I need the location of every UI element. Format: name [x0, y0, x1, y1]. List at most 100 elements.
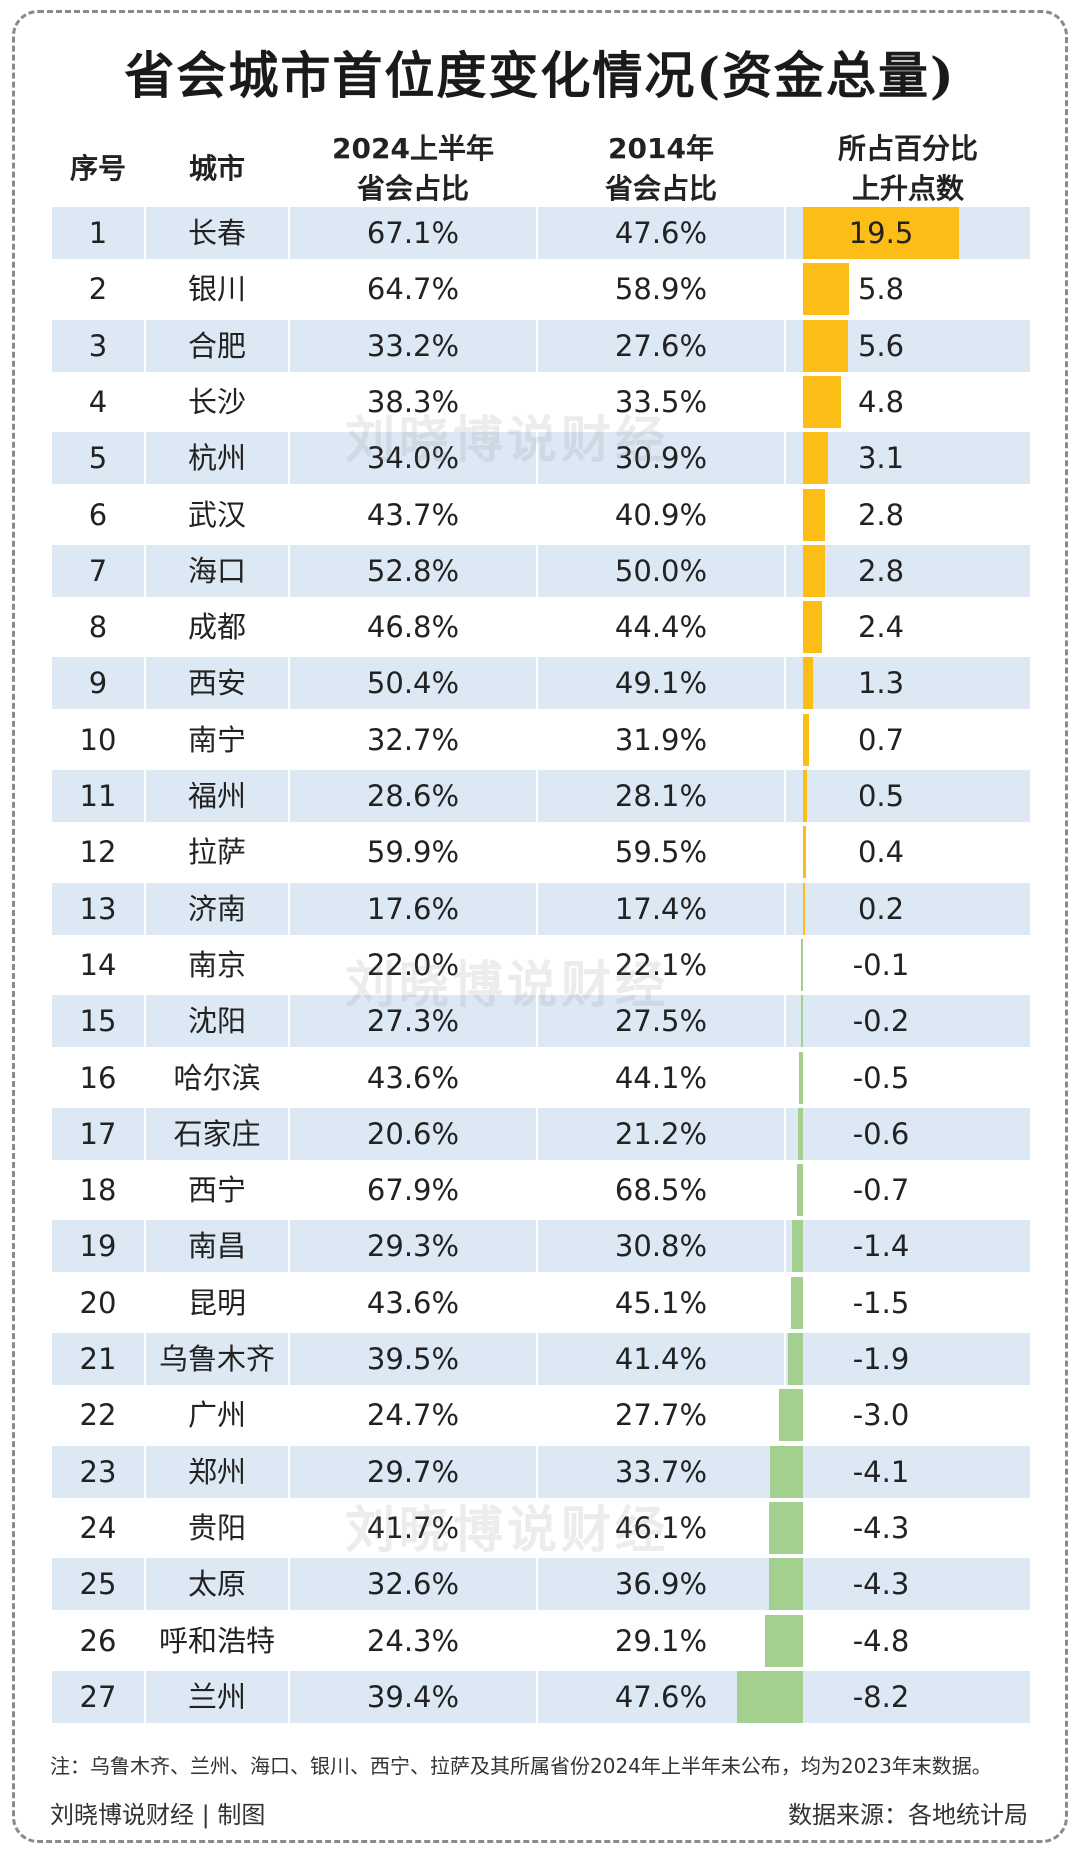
- change-value-label: 1.3: [857, 666, 905, 701]
- change-bar: [803, 601, 823, 654]
- cell-rank: 17: [52, 1107, 144, 1160]
- change-bar: [803, 432, 828, 485]
- cell-rank: 16: [79, 1060, 117, 1095]
- cell-share-2024: 41.7%: [366, 1510, 460, 1545]
- cell-change: -0.6: [786, 1107, 1030, 1160]
- table-row: 5 杭州 34.0% 30.9% 3.1: [52, 432, 1030, 485]
- cell-city: 成都: [187, 610, 246, 645]
- change-value-label: -0.6: [852, 1116, 910, 1151]
- cell-share-2014: 45.1%: [614, 1285, 708, 1320]
- cell-city: 贵阳: [187, 1510, 246, 1545]
- cell-change: -1.5: [786, 1276, 1030, 1329]
- table-row: 2 银川 64.7% 58.9% 5.8: [52, 263, 1030, 316]
- cell-city: 呼和浩特: [158, 1623, 275, 1658]
- cell-share-2024: 50.4%: [290, 657, 536, 710]
- cell-rank: 10: [79, 722, 117, 757]
- cell-share-2024: 39.4%: [290, 1670, 536, 1723]
- cell-city: 海口: [146, 544, 288, 597]
- header-city-label: 城市: [188, 152, 245, 185]
- cell-change: -8.2: [737, 1670, 1030, 1723]
- page-title: 省会城市首位度变化情况(资金总量): [124, 46, 956, 105]
- change-value-label: 2.4: [857, 610, 905, 645]
- change-value-label: 19.5: [848, 216, 914, 250]
- cell-rank: 5: [52, 432, 144, 485]
- table-row: 14 南京 22.0% 22.1% -0.1: [52, 938, 1030, 991]
- change-bar: [791, 1276, 803, 1329]
- cell-share-2014: 59.5%: [614, 835, 708, 870]
- cell-city: 福州: [146, 770, 288, 822]
- table-row: 9 西安 50.4% 49.1% 1.3: [52, 657, 1030, 710]
- cell-share-2014: 41.4%: [538, 1333, 784, 1385]
- change-bar: [803, 544, 826, 597]
- change-bar: [803, 713, 809, 766]
- cell-share-2014: 21.2%: [538, 1107, 784, 1160]
- cell-share-2014: 29.1%: [614, 1623, 708, 1658]
- change-value-label: 0.5: [857, 779, 905, 813]
- cell-change: 2.8: [786, 544, 1030, 597]
- table-row: 8 成都 46.8% 44.4% 2.4: [52, 601, 1030, 654]
- cell-share-2014: 17.4%: [538, 882, 784, 935]
- change-bar: [798, 1107, 803, 1160]
- cell-city: 乌鲁木齐: [146, 1333, 288, 1385]
- cell-city: 郑州: [146, 1445, 288, 1498]
- change-bar: [801, 938, 803, 991]
- table-row: 26 呼和浩特 24.3% 29.1% -4.8: [52, 1614, 1030, 1667]
- cell-city: 济南: [146, 882, 288, 935]
- cell-rank: 15: [52, 995, 144, 1048]
- table-row: 17 石家庄 20.6% 21.2% -0.6: [52, 1107, 1030, 1160]
- change-value-label: -0.5: [852, 1060, 910, 1095]
- cell-share-2014: 27.5%: [538, 995, 784, 1048]
- table-row: 4 长沙 38.3% 33.5% 4.8: [52, 375, 1030, 428]
- cell-change: -4.1: [770, 1445, 1030, 1498]
- change-value-label: 0.2: [857, 891, 905, 926]
- cell-change: 5.6: [786, 319, 1030, 372]
- cell-share-2014: 30.9%: [538, 432, 784, 485]
- change-bar: [737, 1670, 803, 1723]
- change-bar: [803, 263, 850, 316]
- change-value-label: 0.4: [857, 835, 905, 870]
- change-bar: [801, 995, 803, 1048]
- cell-rank: 2: [88, 272, 108, 307]
- cell-change: 0.2: [786, 882, 1030, 935]
- change-bar: [803, 207, 959, 259]
- cell-share-2024: 46.8%: [366, 610, 460, 645]
- cell-share-2024: 29.7%: [290, 1445, 536, 1498]
- cell-rank: 20: [79, 1285, 117, 1320]
- cell-change: 0.4: [786, 826, 1030, 879]
- table-row: 1 长春 67.1% 47.6% 19.5: [52, 207, 1030, 259]
- cell-change: 4.8: [786, 375, 1030, 428]
- cell-rank: 12: [79, 835, 117, 870]
- cell-rank: 25: [52, 1558, 144, 1611]
- cell-city: 石家庄: [146, 1107, 288, 1160]
- cell-change: -4.3: [768, 1501, 1030, 1554]
- cell-change: -1.9: [786, 1333, 1030, 1385]
- cell-share-2024: 32.7%: [366, 722, 460, 757]
- cell-rank: 11: [52, 770, 144, 822]
- change-value-label: -0.7: [852, 1173, 910, 1208]
- cell-share-2024: 27.3%: [290, 995, 536, 1048]
- change-bar: [803, 657, 814, 710]
- cell-rank: 8: [88, 610, 108, 645]
- cell-share-2024: 67.1%: [290, 207, 536, 259]
- cell-rank: 24: [79, 1510, 117, 1545]
- cell-city: 西宁: [187, 1173, 246, 1208]
- cell-rank: 21: [52, 1333, 144, 1385]
- change-value-label: 0.7: [857, 722, 905, 757]
- cell-share-2014: 44.1%: [614, 1060, 708, 1095]
- cell-change: 19.5: [786, 207, 1030, 259]
- cell-city: 太原: [146, 1558, 288, 1611]
- change-bar: [791, 1220, 803, 1273]
- cell-share-2024: 39.5%: [290, 1333, 536, 1385]
- header-share-2024-line1: 2024上半年: [332, 132, 494, 165]
- change-value-label: -4.8: [852, 1623, 910, 1658]
- header-share-2024: 2024上半年 省会占比: [290, 128, 536, 210]
- cell-share-2014: 28.1%: [538, 770, 784, 822]
- cell-city: 南昌: [146, 1220, 288, 1273]
- cell-rank: 13: [52, 882, 144, 935]
- change-bar: [779, 1389, 803, 1442]
- cell-city: 沈阳: [146, 995, 288, 1048]
- cell-rank: 14: [79, 947, 117, 982]
- cell-share-2014: 27.7%: [614, 1398, 708, 1433]
- table-row: 27 兰州 39.4% 47.6% -8.2: [52, 1670, 1030, 1723]
- table-row: 19 南昌 29.3% 30.8% -1.4: [52, 1220, 1030, 1273]
